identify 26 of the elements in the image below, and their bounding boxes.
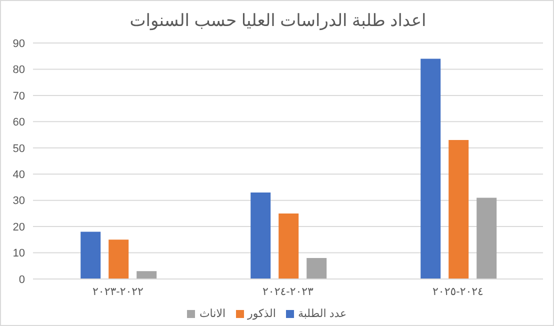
legend-label: الاناث [199, 308, 226, 320]
bar [476, 198, 497, 279]
y-tick-label: 20 [12, 221, 25, 234]
x-tick-label: ٢٠٢٤-٢٠٢٥ [432, 286, 484, 298]
bar [80, 232, 101, 279]
y-tick-label: 0 [18, 274, 25, 286]
x-tick-label: ٢٠٢٢-٢٠٢٣ [92, 286, 144, 298]
legend-label: الذكور [248, 308, 276, 320]
y-tick-label: 90 [12, 38, 25, 50]
chart-title: اعداد طلبة الدراسات العليا حسب السنوات [128, 11, 428, 31]
bar [278, 213, 299, 279]
y-tick-label: 10 [12, 248, 25, 260]
y-tick-label: 50 [12, 142, 25, 155]
bar [448, 140, 469, 279]
y-tick-label: 80 [12, 64, 25, 76]
bar [136, 271, 157, 279]
bar [108, 240, 129, 279]
y-tick-label: 30 [12, 195, 25, 208]
bar [420, 58, 441, 279]
y-tick-label: 60 [12, 116, 25, 129]
bar [306, 258, 327, 279]
y-tick-label: 40 [12, 169, 25, 182]
bar [250, 192, 271, 279]
legend-label: عدد الطلبة [298, 308, 347, 320]
x-tick-label: ٢٠٢٣-٢٠٢٤ [262, 286, 314, 298]
y-tick-label: 70 [12, 90, 25, 102]
